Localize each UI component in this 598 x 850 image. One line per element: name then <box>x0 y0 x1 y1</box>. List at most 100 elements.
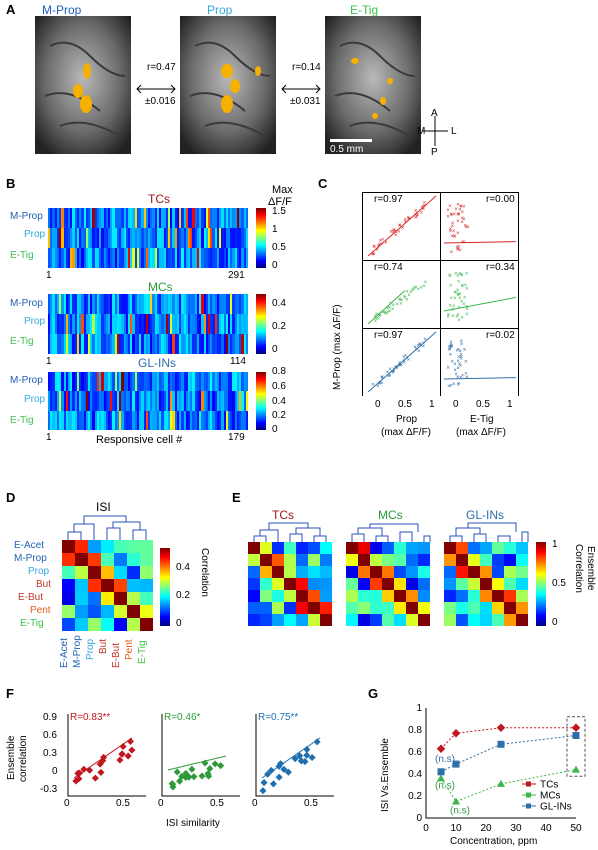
scatter-point: × <box>388 367 392 373</box>
ytick-g: 0.2 <box>408 791 422 802</box>
scatter-point: × <box>461 373 465 379</box>
scatter-point <box>205 772 213 780</box>
arrow2-pm: ±0.031 <box>290 96 321 107</box>
axis-end: 291 <box>228 270 245 281</box>
scatter-point: × <box>372 252 376 258</box>
panel-label-g: G <box>368 686 379 701</box>
scatter-point <box>176 777 184 785</box>
scatter-point: × <box>382 310 386 316</box>
odor-col-label: E-Tig <box>137 640 148 664</box>
scatter-point <box>173 768 181 776</box>
ytick-f: 0.3 <box>43 748 57 759</box>
scatter-point: × <box>422 341 426 347</box>
r-left-1: r=0.74 <box>374 262 403 273</box>
scatter-point: × <box>458 362 462 368</box>
scatter-plots-f <box>67 714 334 797</box>
cbar-tick: 0.8 <box>272 366 286 377</box>
scatter-point: × <box>377 312 381 318</box>
legend-marker <box>526 781 531 787</box>
scatter-point: × <box>403 358 407 364</box>
row-label-mprop: M-Prop <box>10 211 43 222</box>
scatter-point: × <box>418 342 422 348</box>
scatter-point: × <box>395 302 399 308</box>
ytick-g: 1 <box>416 703 422 714</box>
scatter-point: × <box>461 240 465 246</box>
scatter-point: × <box>414 285 418 291</box>
scatter-point: × <box>465 305 469 311</box>
scatter-point: × <box>449 353 453 359</box>
scatter-point: × <box>422 207 426 213</box>
heatmap-title-mcs: MCs <box>148 280 173 294</box>
scatter-point: × <box>399 301 403 307</box>
axis-end: 114 <box>230 356 246 367</box>
odor-col-label: Pent <box>124 639 135 660</box>
scatter-point: × <box>458 248 462 254</box>
r-left-0: r=0.97 <box>374 194 403 205</box>
scatter-point: × <box>407 293 411 299</box>
odor-col-label: Prop <box>85 638 96 660</box>
scatter-point: × <box>375 312 379 318</box>
scatter-point: × <box>386 370 390 376</box>
colorbar-e <box>536 542 546 626</box>
scatter-point: × <box>420 206 424 212</box>
scatter-point: × <box>378 313 382 319</box>
colorbar-d <box>160 548 170 626</box>
scatter-point <box>91 774 99 782</box>
scatter-point: × <box>460 342 464 348</box>
scatter-point: × <box>403 218 407 224</box>
scatter-point: × <box>456 245 460 251</box>
scatter-point: × <box>381 375 385 381</box>
scatter-point: × <box>388 309 392 315</box>
tick-c: 1 <box>429 399 435 410</box>
panel-g-xlabel: Concentration, ppm <box>450 836 538 847</box>
scatter-point: × <box>456 247 460 253</box>
scatter-point: × <box>447 348 451 354</box>
line-chart-g: 00.20.40.60.810 10 20 30 40 50(n.s)(n.s)(n.s)… <box>408 703 586 834</box>
scatter-point: × <box>372 252 376 258</box>
panel-f-ylabel2: correlation <box>18 735 29 782</box>
data-point <box>437 774 445 782</box>
scatter-point: × <box>453 368 457 374</box>
scatter-point: × <box>466 225 470 231</box>
scatter-point: × <box>463 347 467 353</box>
map-image-etig <box>325 16 421 154</box>
data-point <box>571 723 581 733</box>
scatter-point: × <box>465 312 469 318</box>
scatter-point: × <box>402 360 406 366</box>
regression-line <box>443 377 517 380</box>
map-title-prop: Prop <box>207 3 233 17</box>
scatter-point: × <box>450 344 454 350</box>
scatter-point: × <box>415 211 419 217</box>
cbar-tick: 1.5 <box>272 206 286 217</box>
cbar-tick: 1 <box>552 539 558 550</box>
scatter-point: × <box>456 366 460 372</box>
panel-g-ylabel: ISI Vs.Ensemble <box>380 738 391 812</box>
r-right-1: r=0.34 <box>486 262 515 273</box>
scatter-point: × <box>373 245 377 251</box>
cbar-label-e2: Correlation <box>573 544 584 593</box>
regression-line <box>443 241 517 244</box>
scatter-point: × <box>380 310 384 316</box>
scatter-point: × <box>449 340 453 346</box>
scatter-point: × <box>459 273 463 279</box>
scatter-point: × <box>450 250 454 256</box>
legend-label: MCs <box>540 791 561 802</box>
scatter-point: × <box>387 374 391 380</box>
scatter-point: × <box>401 226 405 232</box>
map-image-mprop <box>35 16 131 154</box>
cbar-tick: 1 <box>272 224 278 235</box>
scatter-point: × <box>398 224 402 230</box>
scatter-point: × <box>422 344 426 350</box>
heatmap-title-tcs: TCs <box>148 192 170 206</box>
ns-label: (n.s) <box>435 754 455 765</box>
scatter-point: × <box>407 358 411 364</box>
scatter-point: × <box>391 370 395 376</box>
scatter-point <box>269 780 277 788</box>
dendrogram-d <box>67 515 147 540</box>
scatter-point: × <box>458 271 462 277</box>
scatter-point: × <box>420 211 424 217</box>
scatter-point: × <box>424 280 428 286</box>
axes-g <box>425 708 576 819</box>
scatter-point: × <box>451 221 455 227</box>
axis-f <box>161 714 240 797</box>
